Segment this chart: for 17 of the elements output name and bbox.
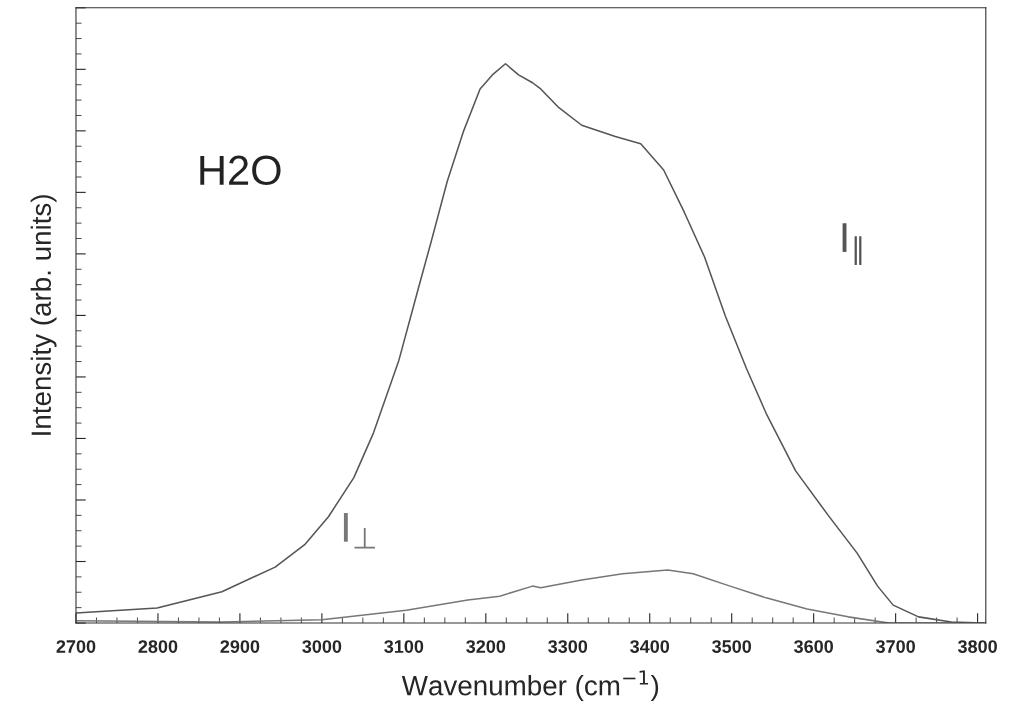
text: I$_{∥}$ bbox=[842, 223, 862, 265]
x-tick-label: 3800 bbox=[957, 640, 997, 653]
x-tick-label: 3400 bbox=[630, 640, 670, 653]
x-tick-label: 3500 bbox=[712, 640, 752, 653]
x-tick-label: 3300 bbox=[548, 640, 588, 653]
x-tick-label: 2700 bbox=[56, 640, 96, 653]
x-tick-label: 3200 bbox=[466, 640, 506, 653]
series-label: I$_{⊥}$ bbox=[343, 513, 375, 549]
x-axis-title: Wavenumber (cm$^{−1}$) bbox=[401, 670, 659, 701]
x-tick-label: 3600 bbox=[794, 640, 834, 653]
x-tick-label: 3100 bbox=[384, 640, 424, 653]
x-tick-label: 2800 bbox=[138, 640, 178, 653]
x-tick-label: 3000 bbox=[302, 640, 342, 653]
x-tick-label: 3700 bbox=[875, 640, 915, 653]
annotation: H2O bbox=[200, 155, 281, 186]
y-axis-title: Intensity (arb. units) bbox=[30, 195, 57, 435]
x-tick-label: 2900 bbox=[220, 640, 260, 653]
